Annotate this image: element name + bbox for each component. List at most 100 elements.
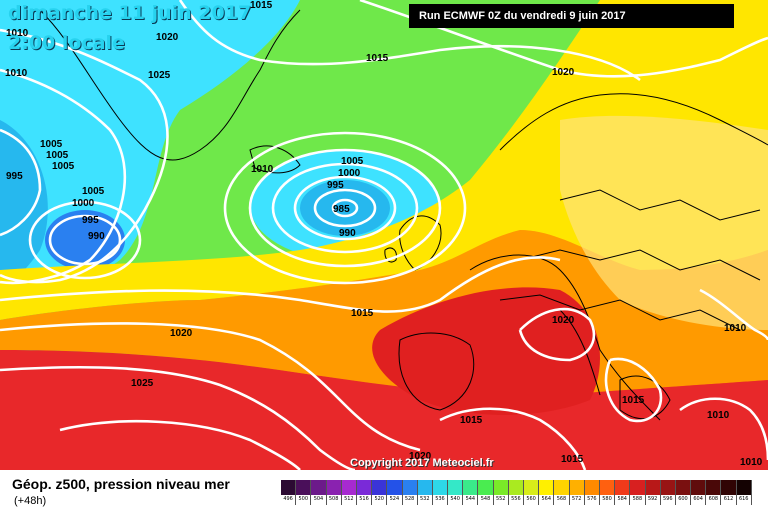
scale-swatch-label: 604 [693, 496, 703, 502]
country-borders-north [519, 249, 761, 281]
scale-swatch-color [584, 480, 599, 495]
scale-swatch: 552 [493, 480, 509, 505]
scale-swatch: 548 [478, 480, 494, 505]
isobar-1015-north [178, 0, 641, 82]
scale-swatch-color [645, 480, 660, 495]
scale-swatch: 596 [660, 480, 676, 505]
scale-swatch-label: 568 [556, 496, 567, 502]
scale-swatch: 556 [508, 480, 524, 505]
isobar-1010-northeast [699, 288, 768, 341]
isobar-1005-center [248, 148, 442, 268]
scale-swatch-label: 560 [526, 496, 536, 502]
country-borders-baltic [559, 189, 761, 221]
iceland-coast [249, 145, 301, 174]
pressure-label: 990 [88, 231, 105, 242]
scale-swatch-color [326, 480, 341, 495]
scale-swatch: 528 [402, 480, 418, 505]
pressure-label: 1005 [46, 150, 69, 161]
continent-coast [469, 254, 661, 421]
scale-swatch: 592 [645, 480, 661, 505]
scale-swatch: 572 [569, 480, 585, 505]
scale-swatch-label: 576 [587, 496, 597, 502]
scale-swatch: 504 [311, 480, 327, 505]
forecast-offset: (+48h) [14, 495, 47, 507]
scale-swatch-color [721, 480, 736, 495]
britain-coast [399, 215, 442, 271]
pressure-labels: 1015 1010 1020 1010 1025 1015 1020 1005 … [5, 0, 763, 468]
scale-swatch-label: 540 [450, 496, 460, 502]
pressure-label: 1010 [740, 457, 763, 468]
scale-swatch-label: 500 [298, 496, 309, 502]
field-yellow-ridge [0, 0, 768, 320]
scale-swatch: 584 [615, 480, 631, 505]
scale-swatch-label: 556 [511, 496, 521, 502]
isobar-1020-alps [518, 307, 596, 362]
forecast-date-title: dimanche 11 juin 2017 [8, 2, 252, 24]
iberia-coast [398, 332, 475, 411]
pressure-label: 1020 [170, 328, 193, 339]
isobar-1020-mid [0, 322, 421, 452]
copyright-notice: Copyright 2017 Meteociel.fr [350, 457, 494, 469]
isobar-1010-center [223, 131, 467, 285]
scale-swatch: 532 [417, 480, 433, 505]
scale-swatch: 612 [721, 480, 737, 505]
scale-swatch-color [448, 480, 463, 495]
ireland-coast [384, 247, 397, 263]
scale-swatch-color [281, 480, 296, 495]
scale-swatch-color [508, 480, 523, 495]
low-core-west [45, 210, 125, 270]
scale-swatch-label: 584 [617, 496, 627, 502]
scale-swatch-label: 512 [344, 496, 354, 502]
coastlines [39, 9, 768, 421]
scale-swatch-color [736, 480, 751, 495]
scale-swatch: 560 [524, 480, 540, 505]
scale-swatch-label: 544 [465, 496, 476, 502]
scale-swatch-label: 572 [571, 496, 582, 502]
isobar-1010-west [0, 28, 169, 284]
scale-swatch-label: 516 [359, 496, 369, 502]
scale-swatch: 512 [341, 480, 357, 505]
scale-swatch-color [615, 480, 630, 495]
isobar-1005-west [0, 68, 127, 285]
pressure-label: 1025 [131, 378, 154, 389]
legend-footer: Géop. z500, pression niveau mer (+48h) 4… [0, 470, 768, 512]
geopotential-pressure-map: 1015 1010 1020 1010 1025 1015 1020 1005 … [0, 0, 768, 470]
scale-swatch: 580 [599, 480, 616, 505]
pressure-label: 1020 [552, 67, 575, 78]
pressure-label: 1015 [622, 395, 645, 406]
scale-swatch-label: 564 [541, 496, 552, 502]
pressure-label: 1000 [338, 168, 361, 179]
scale-swatch-color [402, 480, 417, 495]
pressure-label: 1010 [6, 28, 29, 39]
scandinavia-coast [499, 93, 768, 151]
isobar-995-west [28, 200, 142, 280]
scale-swatch-label: 528 [404, 496, 415, 502]
pressure-label: 1000 [72, 198, 95, 209]
scale-swatch: 600 [675, 480, 692, 505]
scale-swatch: 520 [372, 480, 388, 505]
model-run-info: Run ECMWF 0Z du vendredi 9 juin 2017 [409, 4, 734, 28]
italy-coast [559, 309, 601, 396]
isobar-1000-center [271, 162, 419, 254]
scale-swatch-color [630, 480, 645, 495]
scale-swatch-label: 596 [663, 496, 673, 502]
scale-swatch-color [478, 480, 493, 495]
scale-swatch-color [341, 480, 356, 495]
legend-title: Géop. z500, pression niveau mer [12, 476, 230, 492]
pressure-label: 1015 [366, 53, 389, 64]
pressure-label: 985 [333, 204, 350, 215]
scale-swatch: 540 [448, 480, 464, 505]
pressure-label: 1010 [5, 68, 28, 79]
pressure-label: 1015 [460, 415, 483, 426]
scale-swatch-color [691, 480, 706, 495]
color-scale: 496 500 504 508 512 516 520 524 528 532 536 540 544 5… [281, 480, 752, 505]
pressure-label: 1020 [409, 451, 432, 462]
pressure-label: 1005 [52, 161, 75, 172]
scale-swatch-color [296, 480, 311, 495]
pressure-label: 995 [327, 180, 344, 191]
pressure-label: 990 [339, 228, 356, 239]
scale-swatch: 608 [706, 480, 722, 505]
pressure-label: 1025 [148, 70, 171, 81]
pressure-label: 1010 [707, 410, 730, 421]
pressure-label: 1015 [250, 0, 273, 11]
